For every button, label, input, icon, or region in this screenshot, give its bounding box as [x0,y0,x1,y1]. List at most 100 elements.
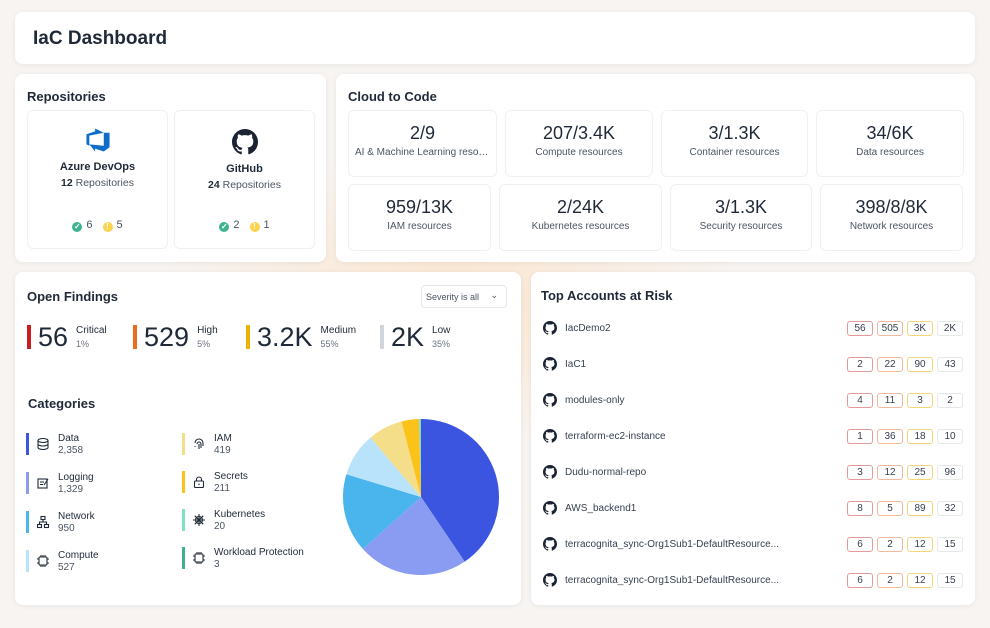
github-icon [543,357,557,371]
account-row[interactable]: modules-only 4 11 3 2 [543,390,963,410]
resource-label: AI & Machine Learning resources [355,147,496,158]
page-title: IaC Dashboard [33,28,168,49]
severity-count-badge: 15 [937,536,963,552]
account-name: AWS_backend1 [565,502,637,514]
category-item[interactable]: Network 950 [26,508,95,536]
severity-count-badge: 5 [877,500,903,516]
repo-count-label: Repositories [75,177,134,189]
repositories-title: Repositories [27,89,106,104]
category-item[interactable]: Kubernetes 20 [182,506,265,534]
account-row[interactable]: IacDemo2 56 505 3K 2K [543,318,963,338]
severity-count-badge: 36 [877,428,903,444]
github-icon [543,393,557,407]
repo-provider-name: Azure DevOps [59,161,136,173]
severity-count-badge: 56 [847,320,873,336]
severity-count-badge: 25 [907,464,933,480]
resource-tile[interactable]: 2/24K Kubernetes resources [499,184,662,251]
categories-title: Categories [28,396,96,411]
severity-count-badge: 12 [907,536,933,552]
repositories-card: Repositories Azure DevOps 12 Repositorie… [15,74,326,262]
pie-slice-secrets[interactable] [401,419,421,497]
category-item[interactable]: Secrets 211 [182,468,248,496]
severity-count: 2K [391,322,425,352]
github-icon [543,501,557,515]
open-findings-title: Open Findings [27,289,118,304]
cloud-to-code-title: Cloud to Code [348,89,437,104]
severity-percent: 55% [320,339,339,349]
category-name: Compute [58,549,99,561]
severity-filter-select[interactable]: Severity is all ⌄ [421,285,507,308]
resource-tile[interactable]: 34/6K Data resources [816,110,964,177]
resource-tile[interactable]: 207/3.4K Compute resources [505,110,653,177]
account-row[interactable]: AWS_backend1 8 5 89 32 [543,498,963,518]
pie-slice-logging[interactable] [362,497,465,575]
severity-count-badge: 18 [907,428,933,444]
severity-count: 3.2K [257,322,313,352]
severity-count-badge: 2 [877,572,903,588]
severity-count-badge: 22 [877,356,903,372]
account-row[interactable]: Dudu-normal-repo 3 12 25 96 [543,462,963,482]
github-icon [543,573,557,587]
category-item[interactable]: Data 2,358 [26,430,83,458]
resource-value: 959/13K [385,197,454,217]
severity-critical[interactable]: 56 Critical 1% [27,323,107,351]
repo-card-1[interactable]: GitHub 24 Repositories ✓ 2! 1 [174,110,315,249]
resource-value: 2/24K [556,197,605,217]
severity-count-badge: 90 [907,356,933,372]
resource-value: 34/6K [866,123,914,143]
severity-medium[interactable]: 3.2K Medium 55% [246,323,356,351]
repo-card-0[interactable]: Azure DevOps 12 Repositories ✓ 6! 5 [27,110,168,249]
severity-label: High [197,325,218,336]
resource-tile[interactable]: 3/1.3K Security resources [670,184,812,251]
resource-tile[interactable]: 398/8/8K Network resources [820,184,963,251]
severity-count-badge: 43 [937,356,963,372]
pie-slice-network[interactable] [343,474,421,550]
account-name: Dudu-normal-repo [565,466,647,478]
account-name: terraform-ec2-instance [565,430,666,442]
category-count: 211 [214,482,230,494]
severity-label: Medium [320,325,357,336]
repo-count-label: Repositories [222,179,281,191]
category-name: Data [58,432,80,444]
resource-tile[interactable]: 959/13K IAM resources [348,184,491,251]
account-row[interactable]: terraform-ec2-instance 1 36 18 10 [543,426,963,446]
category-item[interactable]: IAM 419 [182,430,232,458]
category-color-bar [26,511,29,533]
resource-label: Kubernetes resources [531,221,630,232]
resource-tile[interactable]: 2/9 AI & Machine Learning resources [348,110,497,177]
category-item[interactable]: Compute 527 [26,547,99,575]
resource-value: 3/1.3K [714,197,768,217]
severity-count-badge: 3 [847,464,873,480]
category-color-bar [182,433,185,455]
pie-slice-kubernetes[interactable] [419,419,421,497]
severity-low[interactable]: 2K Low 35% [380,323,450,351]
resource-tile[interactable]: 3/1.3K Container resources [661,110,808,177]
severity-percent: 35% [432,339,451,349]
severity-count-badge: 6 [847,536,873,552]
resource-label: Network resources [849,221,934,232]
account-row[interactable]: terracognita_sync-Org1Sub1-DefaultResour… [543,534,963,554]
account-row[interactable]: terracognita_sync-Org1Sub1-DefaultResour… [543,570,963,590]
category-color-bar [182,547,185,569]
pie-slice-data[interactable] [421,419,499,562]
severity-high[interactable]: 529 High 5% [133,323,218,351]
resource-value: 3/1.3K [708,123,761,143]
resource-label: Data resources [856,147,924,158]
category-count: 950 [58,522,75,534]
lock-icon [193,476,205,489]
resource-label: Security resources [699,221,783,232]
category-color-bar [182,471,185,493]
open-findings-card: Open Findings Severity is all ⌄ 56 Critica… [15,272,521,605]
resource-label: Compute resources [535,147,623,158]
pie-slice-iam[interactable] [370,421,421,497]
category-item[interactable]: Workload Protection 3 [182,544,304,572]
account-row[interactable]: IaC1 2 22 90 43 [543,354,963,374]
resource-label: Container resources [689,147,780,158]
categories-pie-chart [343,419,499,575]
pie-slice-compute[interactable] [346,437,421,497]
repo-warn-count: 5 [116,219,123,231]
severity-count-badge: 505 [877,320,903,336]
severity-count-badge: 2 [937,392,963,408]
category-name: Secrets [214,470,248,482]
category-item[interactable]: Logging 1,329 [26,469,94,497]
